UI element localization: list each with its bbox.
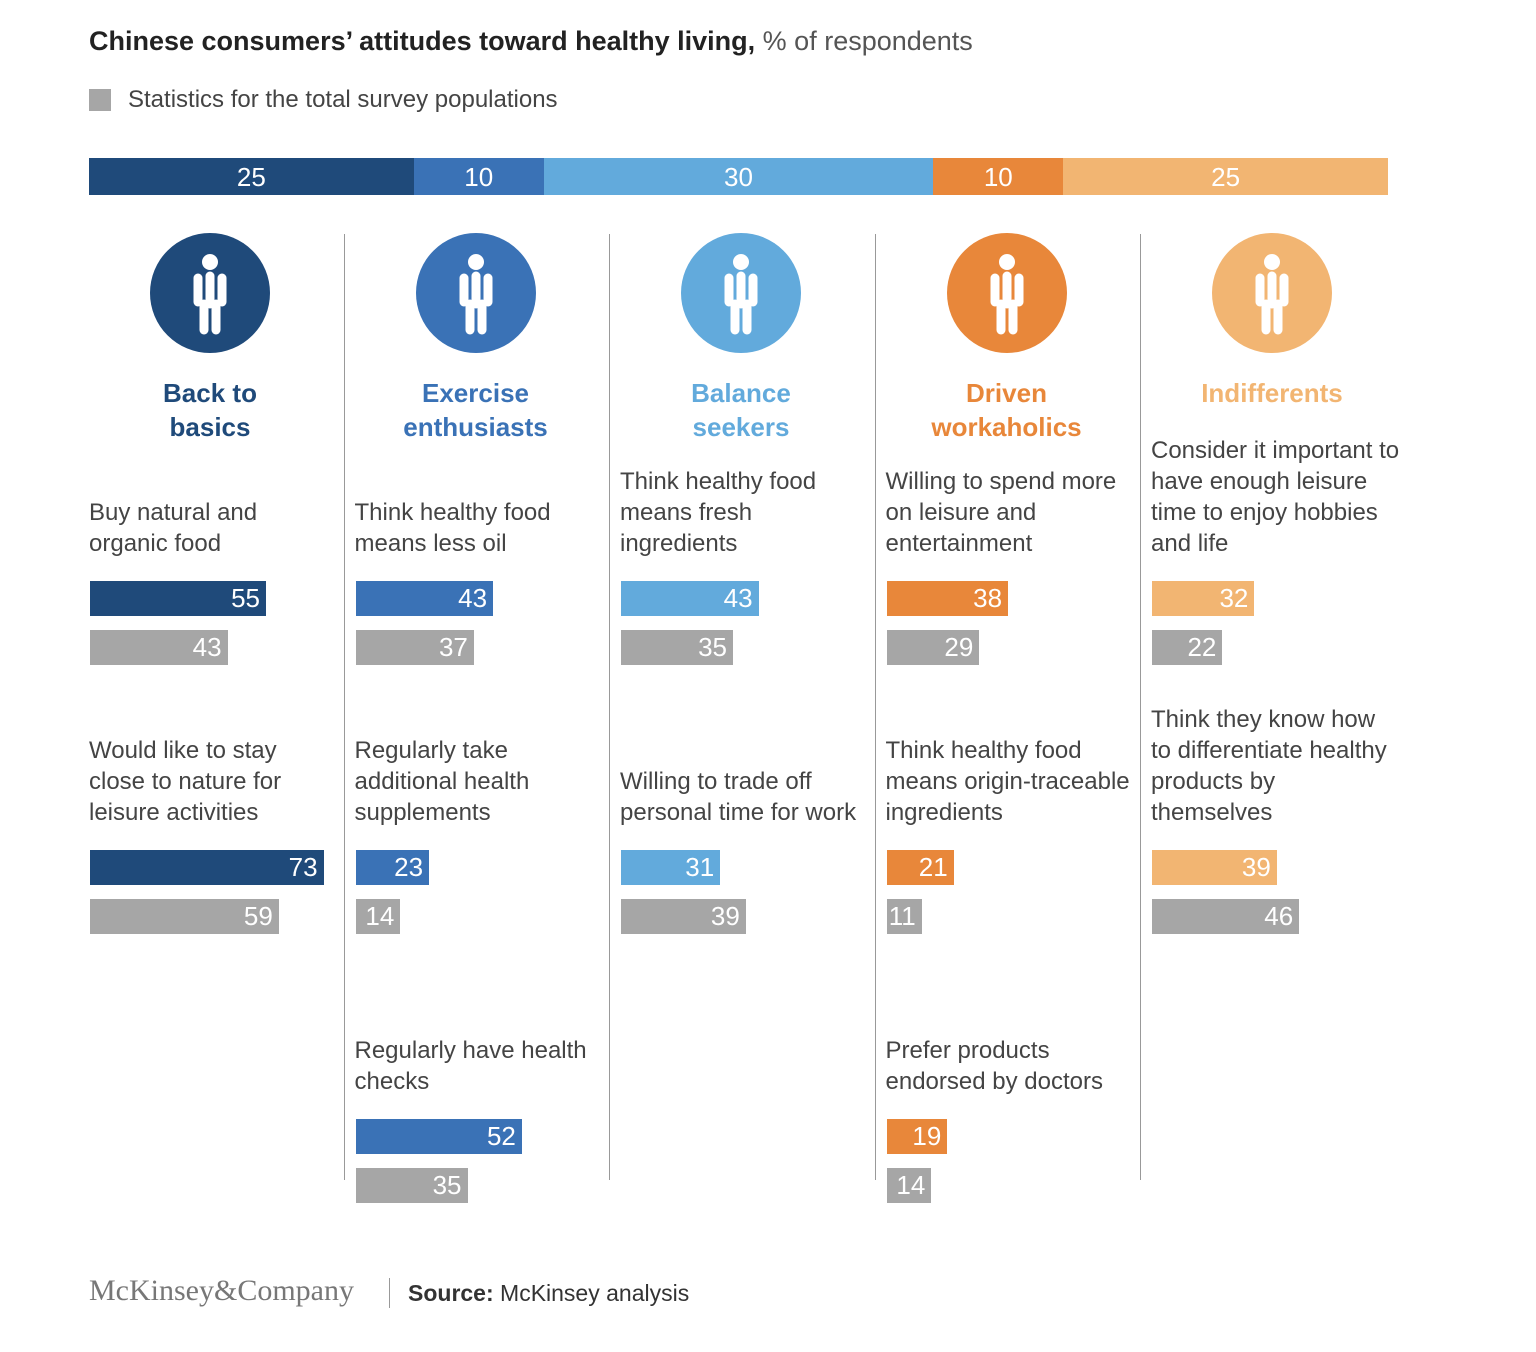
segment-icon bbox=[681, 233, 801, 353]
statement-text: Willing to trade off personal time for w… bbox=[620, 768, 857, 826]
statement-text: Regularly have health checks bbox=[354, 1037, 587, 1095]
total-bar: 29 bbox=[886, 630, 980, 665]
total-bar: 11 bbox=[886, 899, 922, 934]
segment-name: Back to basics bbox=[163, 378, 257, 442]
source-text: McKinsey analysis bbox=[500, 1280, 690, 1306]
chart-title: Chinese consumers’ attitudes toward heal… bbox=[89, 26, 756, 56]
share-segment: 25 bbox=[89, 158, 414, 195]
segment-icon bbox=[1212, 233, 1332, 353]
statement-text: Think healthy food means fresh ingredien… bbox=[620, 468, 817, 557]
total-bar: 14 bbox=[355, 899, 401, 934]
segment-name: Balance seekers bbox=[691, 378, 791, 442]
share-segment: 30 bbox=[543, 158, 934, 195]
segment-bar: 19 bbox=[886, 1119, 948, 1154]
segment-name: Driven workaholics bbox=[931, 378, 1082, 442]
segment-icon bbox=[415, 233, 536, 353]
column-divider bbox=[343, 234, 345, 1180]
statement-text: Willing to spend more on leisure and ent… bbox=[885, 468, 1117, 557]
statement-text: Regularly take additional health supplem… bbox=[354, 737, 530, 826]
statement-text: Buy natural and organic food bbox=[89, 499, 258, 557]
legend-swatch bbox=[89, 89, 111, 111]
share-segment: 10 bbox=[933, 158, 1064, 195]
segment-bar: 39 bbox=[1152, 850, 1277, 885]
share-segment: 25 bbox=[1063, 158, 1388, 195]
statement-text: Consider it important to have enough lei… bbox=[1151, 437, 1400, 557]
statement-text: Prefer products endorsed by doctors bbox=[885, 1037, 1103, 1095]
total-bar: 22 bbox=[1152, 630, 1223, 665]
segment-bar: 43 bbox=[355, 581, 494, 616]
segment-icon bbox=[150, 233, 270, 353]
segment-bar: 31 bbox=[621, 850, 721, 885]
share-segment: 10 bbox=[413, 158, 544, 195]
segment-bar: 73 bbox=[90, 850, 324, 885]
legend-label: Statistics for the total survey populati… bbox=[128, 86, 558, 113]
segment-bar: 55 bbox=[90, 581, 266, 616]
segment-bar: 23 bbox=[355, 850, 430, 885]
source: Source: McKinsey analysis bbox=[408, 1280, 689, 1307]
chart-subtitle: % of respondents bbox=[762, 26, 973, 56]
segment-bar: 21 bbox=[886, 850, 954, 885]
column-divider bbox=[1140, 234, 1141, 1180]
segment-bar: 38 bbox=[886, 581, 1009, 616]
segment-bar: 43 bbox=[621, 581, 759, 616]
segment-name: Exercise enthusiasts bbox=[403, 378, 548, 442]
column-divider bbox=[874, 234, 876, 1180]
title-line: Chinese consumers’ attitudes toward heal… bbox=[89, 26, 973, 57]
brand: McKinsey&Company bbox=[89, 1274, 354, 1307]
total-bar: 37 bbox=[355, 630, 474, 665]
column-divider bbox=[609, 234, 610, 1180]
total-bar: 43 bbox=[90, 630, 228, 665]
total-bar: 59 bbox=[90, 899, 279, 934]
segment-icon bbox=[946, 233, 1067, 353]
total-bar: 35 bbox=[355, 1168, 468, 1203]
source-label: Source: bbox=[408, 1280, 494, 1306]
statement-text: Think they know how to differentiate hea… bbox=[1151, 706, 1387, 826]
statement-text: Would like to stay close to nature for l… bbox=[89, 737, 282, 826]
segment-bar: 32 bbox=[1152, 581, 1255, 616]
segment-bar: 52 bbox=[355, 1119, 522, 1154]
footer-separator bbox=[389, 1278, 390, 1308]
total-bar: 39 bbox=[621, 899, 746, 934]
statement-text: Think healthy food means less oil bbox=[354, 499, 551, 557]
total-bar: 14 bbox=[886, 1168, 932, 1203]
segment-name: Indifferents bbox=[1201, 378, 1343, 408]
total-bar: 35 bbox=[621, 630, 733, 665]
statement-text: Think healthy food means origin-traceabl… bbox=[885, 737, 1130, 826]
total-bar: 46 bbox=[1152, 899, 1300, 934]
